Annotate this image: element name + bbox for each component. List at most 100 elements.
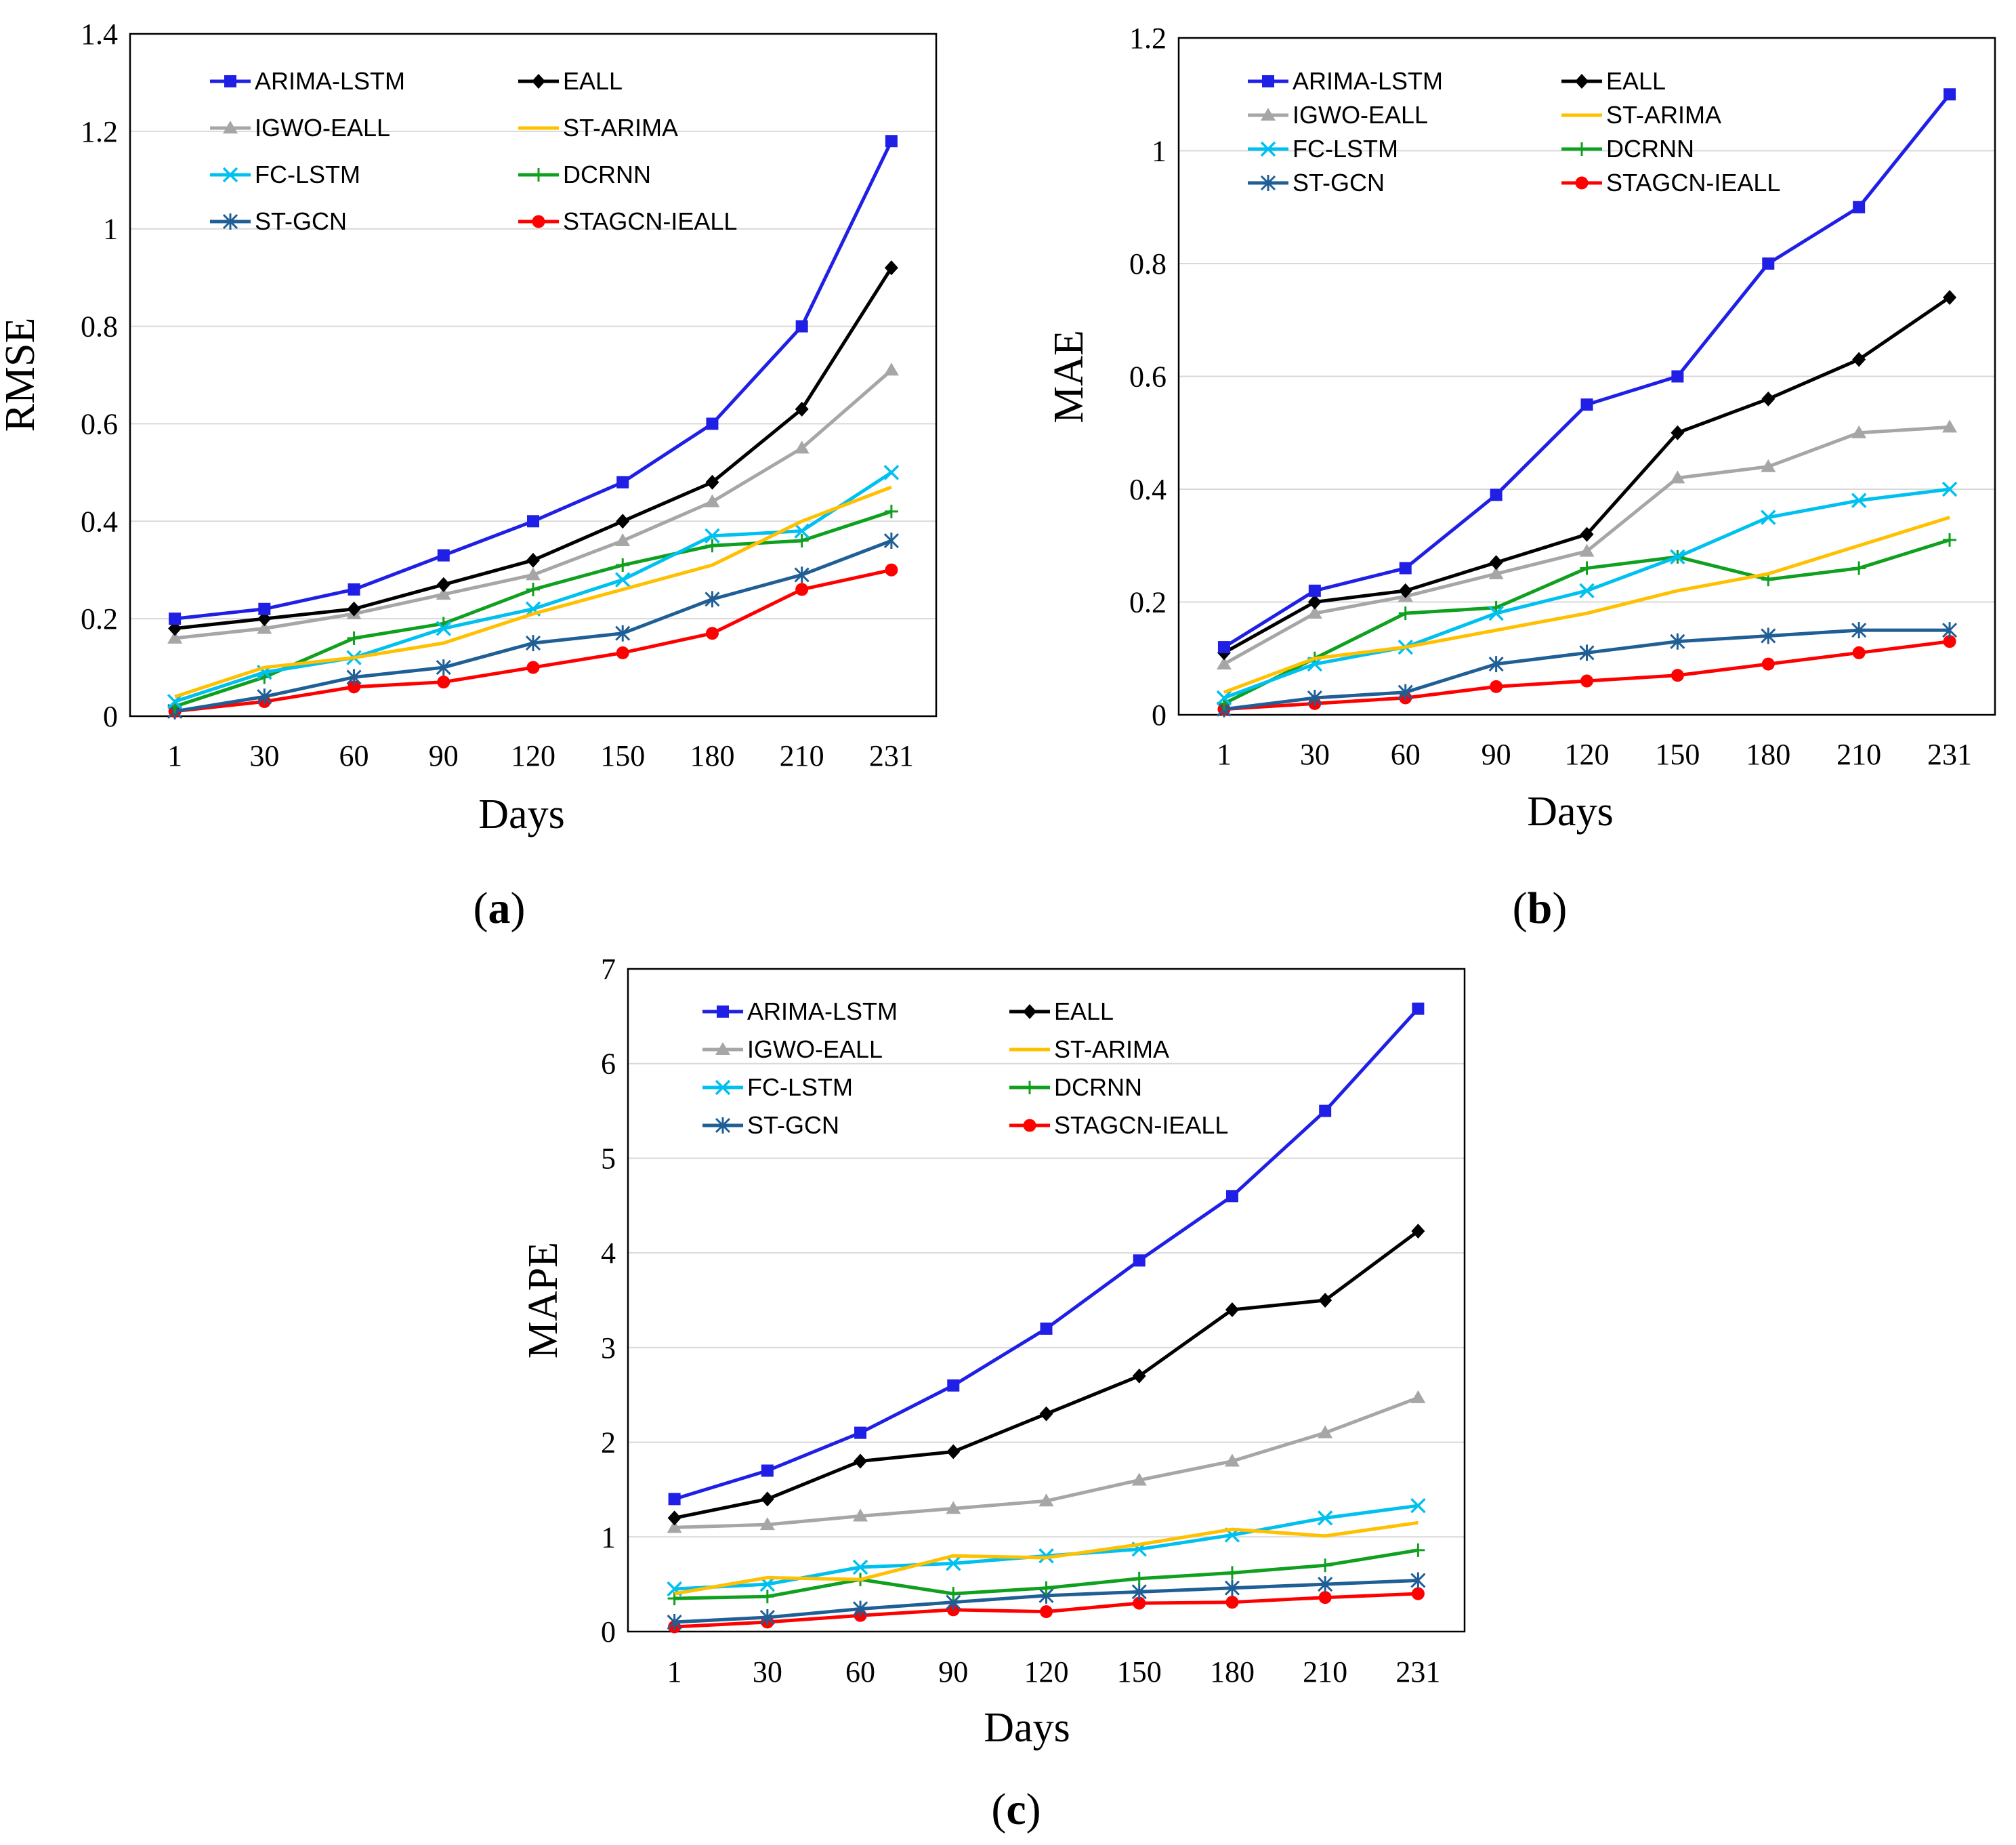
panel-label-open: ( (1513, 884, 1528, 933)
x-tick-label: 180 (690, 739, 734, 772)
data-point (668, 1493, 681, 1506)
series-st-gcn (1216, 622, 1958, 718)
data-point (1490, 680, 1503, 693)
y-tick-label: 5 (601, 1142, 616, 1175)
y-tick-label: 0 (1152, 699, 1167, 732)
data-point (1762, 257, 1775, 270)
data-point (1580, 674, 1593, 688)
series-fc-lstm (1216, 481, 1958, 706)
data-point (1039, 1406, 1053, 1422)
data-point (1670, 549, 1685, 565)
y-tick-label: 1 (601, 1520, 616, 1554)
data-point (527, 515, 539, 528)
data-point (759, 1609, 775, 1626)
data-point (1318, 1293, 1332, 1308)
x-tick-label: 150 (1117, 1655, 1162, 1688)
data-point (1851, 425, 1867, 438)
legend-item: IGWO-EALL (1248, 101, 1428, 129)
x-tick-label: 30 (249, 739, 279, 772)
data-point (1225, 1566, 1239, 1580)
y-tick-label: 0.4 (1129, 473, 1167, 506)
data-point (1411, 1543, 1425, 1557)
data-point (1411, 1224, 1425, 1239)
data-point (526, 582, 540, 596)
data-point (1038, 1493, 1054, 1507)
y-tick-label: 0.4 (81, 505, 118, 538)
data-point (1307, 594, 1322, 610)
legend-marker (1023, 1081, 1036, 1094)
legend-label: ARIMA-LSTM (747, 997, 898, 1025)
legend-marker (1261, 108, 1276, 121)
data-point (1580, 398, 1593, 411)
y-tick-label: 0.6 (81, 407, 118, 440)
legend-marker (1575, 142, 1589, 156)
legend-label: ST-ARIMA (563, 114, 678, 142)
legend-item: FC-LSTM (210, 161, 360, 188)
data-point (1671, 370, 1684, 383)
data-point (759, 1517, 775, 1531)
y-tick-label: 1 (103, 213, 118, 246)
y-axis-title: MAE (1046, 330, 1092, 423)
y-tick-label: 1 (1152, 135, 1167, 168)
data-point (257, 621, 272, 634)
legend-label: IGWO-EALL (255, 114, 390, 142)
x-tick-label: 150 (1655, 738, 1700, 771)
data-point (946, 1444, 961, 1459)
y-tick-label: 3 (601, 1331, 616, 1365)
data-point (884, 504, 898, 518)
data-point (1761, 510, 1776, 525)
data-point (667, 1614, 682, 1631)
data-point (1943, 533, 1957, 547)
legend-item: IGWO-EALL (702, 1035, 883, 1063)
data-point (1307, 606, 1322, 619)
y-tick-label: 0 (601, 1615, 616, 1649)
panel-label-letter: a (488, 884, 511, 933)
data-point (794, 523, 810, 539)
data-point (1224, 1453, 1240, 1467)
data-point (436, 659, 451, 676)
data-point (1410, 1497, 1426, 1514)
series-st-arima (674, 1520, 1419, 1596)
data-point (1410, 1572, 1426, 1589)
data-point (1216, 690, 1232, 706)
data-point (883, 362, 899, 376)
data-point (1318, 1425, 1333, 1438)
legend-item: ST-GCN (1248, 169, 1385, 196)
legend-label: ST-ARIMA (1054, 1035, 1169, 1063)
legend-item: ST-ARIMA (1561, 101, 1721, 129)
y-tick-label: 0.6 (1129, 360, 1167, 394)
data-point (1580, 561, 1594, 575)
data-point (946, 1556, 961, 1571)
data-point (346, 669, 362, 686)
legend-label: FC-LSTM (747, 1073, 853, 1101)
x-tick-label: 30 (753, 1655, 782, 1688)
data-point (1318, 1591, 1332, 1604)
data-point (169, 613, 182, 625)
data-point (667, 1592, 681, 1606)
series-line (674, 1520, 1419, 1596)
data-point (1761, 627, 1776, 644)
data-point (1852, 646, 1866, 659)
legend-label: FC-LSTM (1293, 135, 1398, 163)
panel-label-open: ( (474, 884, 488, 933)
data-point (1761, 459, 1776, 472)
data-point (667, 1510, 681, 1526)
data-point (1317, 1510, 1333, 1526)
x-tick-label: 1 (1217, 738, 1232, 771)
data-point (525, 635, 541, 652)
panel-label: (b) (1513, 884, 1568, 933)
legend-label: ST-GCN (1293, 169, 1385, 196)
data-point (436, 587, 451, 600)
data-point (705, 627, 719, 640)
series-stagcn-ieall (1217, 635, 1956, 716)
data-point (1038, 1548, 1054, 1564)
x-tick-label: 60 (845, 1655, 875, 1688)
data-point (883, 465, 900, 480)
data-point (1580, 526, 1594, 542)
legend-item: FC-LSTM (702, 1073, 853, 1101)
panel-label-open: ( (991, 1785, 1006, 1834)
chart-b: 0 0.2 0.4 0.6 0.8 1 1.2 1 30 60 90 120 150 180 210 231 D… (1046, 22, 1996, 933)
y-tick-label: 1.2 (81, 115, 118, 148)
y-tick-label: 0.2 (1129, 586, 1167, 619)
legend-marker (715, 1079, 731, 1096)
